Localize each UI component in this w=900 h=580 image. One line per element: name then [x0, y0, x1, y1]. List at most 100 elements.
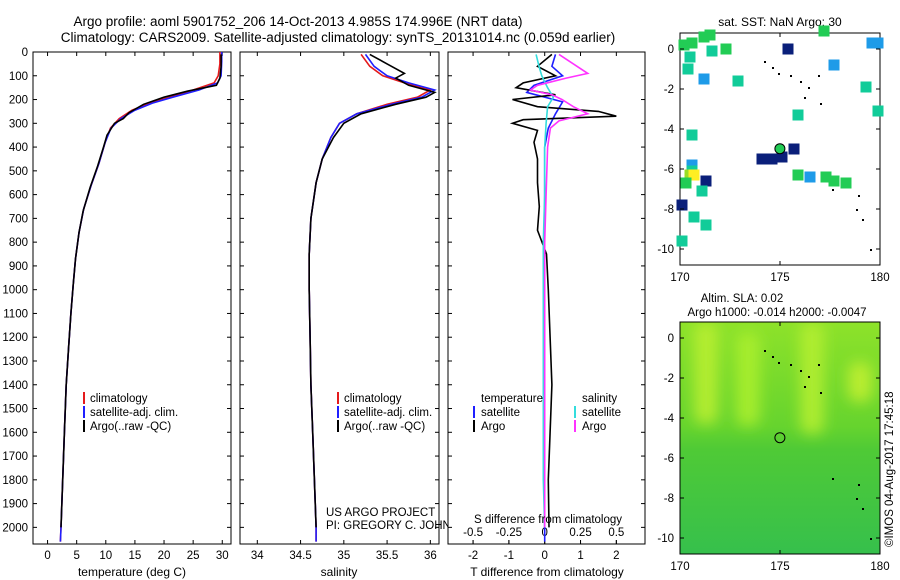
legend-label-argo: Argo(..raw -QC) — [90, 421, 171, 433]
sla-anomaly-band — [800, 322, 824, 434]
lat-tick-label: -2 — [664, 84, 674, 96]
lon-tick-label: 170 — [670, 561, 689, 573]
sst-cell — [698, 73, 710, 85]
sst-cell — [686, 159, 698, 171]
legend-title-temperature: temperature — [481, 393, 543, 405]
lat-tick-label: -8 — [664, 204, 674, 216]
island-dot — [804, 386, 806, 388]
x-tick-label: 0 — [44, 550, 50, 562]
s-difference-x-label: S difference from climatology — [474, 514, 622, 526]
depth-tick-label: 400 — [9, 142, 28, 154]
lon-tick-label: 180 — [870, 561, 889, 573]
legend-label-argo: Argo(..raw -QC) — [344, 421, 425, 433]
depth-tick-label: 0 — [22, 47, 28, 59]
x-tick-label: 1 — [577, 550, 583, 562]
legend-label-t-satellite: satellite — [481, 407, 520, 419]
salinity-legend: climatology satellite-adj. clim. Argo(..… — [337, 392, 432, 433]
island-dot — [832, 189, 834, 191]
depth-tick-label: 1300 — [2, 356, 28, 368]
difference-panel: -2 -1 0 1 2 -0.5 -0.25 0 0.25 0.5 T difference f… — [447, 51, 646, 579]
sst-profile-location-marker — [774, 143, 786, 155]
sst-cell — [678, 39, 690, 51]
x-tick-label: 20 — [158, 550, 171, 562]
island-dot — [772, 67, 774, 69]
lat-tick-label: 0 — [668, 333, 674, 345]
x-tick-label: 5 — [73, 550, 79, 562]
island-dot — [856, 209, 858, 211]
header-line-2: Climatology: CARS2009. Satellite-adjuste… — [61, 30, 616, 45]
sst-cell — [696, 185, 708, 197]
lat-tick-label: -4 — [664, 124, 675, 136]
depth-tick-label: 1900 — [2, 499, 28, 511]
sla-anomaly-band — [736, 332, 760, 426]
island-dot — [790, 364, 792, 366]
island-dot — [778, 362, 780, 364]
sst-cell — [860, 81, 872, 93]
lat-tick-label: -4 — [664, 413, 675, 425]
temperature-series — [59, 52, 223, 542]
island-dot — [818, 364, 820, 366]
sst-map-title: sat. SST: NaN Argo: 30 — [718, 15, 842, 29]
pi-annotation: PI: GREGORY C. JOHNSON — [326, 520, 476, 532]
lon-tick-label: 175 — [770, 561, 789, 573]
sst-cell — [688, 169, 700, 181]
series-line-t-argo — [509, 53, 617, 528]
island-dot — [808, 376, 810, 378]
series-line-argo-raw-qc- — [60, 54, 222, 528]
lat-tick-label: -6 — [664, 164, 674, 176]
project-annotation: US ARGO PROJECT — [326, 507, 435, 519]
sst-cell — [720, 43, 732, 55]
depth-tick-label: 1800 — [2, 475, 28, 487]
depth-tick-label: 2000 — [2, 522, 28, 534]
sst-cell — [686, 37, 698, 49]
difference-legend: temperature salinity satellite Argo sate… — [473, 393, 621, 433]
sst-cell — [872, 37, 884, 49]
x-tick-label: 35.5 — [376, 550, 398, 562]
sst-cell — [684, 51, 696, 63]
difference-y-ticks — [448, 51, 645, 528]
depth-tick-label: 1100 — [3, 308, 28, 320]
x-tick-label: 15 — [129, 550, 142, 562]
x-tick-label: 0.5 — [608, 527, 624, 539]
island-dot — [856, 498, 858, 500]
lat-tick-label: -6 — [664, 453, 674, 465]
lon-tick-label: 170 — [670, 272, 689, 284]
temperature-x-label: temperature (deg C) — [78, 565, 186, 579]
salinity-series — [308, 53, 437, 542]
island-dot — [870, 249, 872, 251]
x-tick-label: -1 — [504, 550, 514, 562]
sst-map-panel: sat. SST: NaN Argo: 30 170 175 180 0 -2 -4 -6 -… — [657, 15, 889, 284]
depth-tick-label: 1200 — [2, 332, 28, 344]
sst-cell — [688, 211, 700, 223]
depth-tick-label: 700 — [9, 213, 28, 225]
sst-cells — [676, 25, 884, 247]
depth-axis: 0 100 200 300 400 500 600 700 800 900 1000 1100 1200… — [2, 47, 231, 534]
depth-tick-label: 1500 — [2, 404, 28, 416]
depth-tick-label: 100 — [9, 71, 28, 83]
depth-tick-label: 300 — [9, 118, 28, 130]
temperature-panel: 0100200300400500600700800900100011001200… — [2, 47, 232, 579]
sst-cell — [732, 75, 744, 87]
sst-cell — [840, 177, 852, 189]
island-dot — [800, 370, 802, 372]
island-dot — [804, 97, 806, 99]
island-dot — [820, 392, 822, 394]
sst-cell — [680, 177, 692, 189]
lat-tick-label: -2 — [664, 373, 674, 385]
lon-tick-label: 175 — [770, 272, 789, 284]
sst-cell — [706, 45, 718, 57]
x-tick-label: 2 — [613, 550, 619, 562]
sla-profile-location-marker — [774, 432, 786, 444]
sla-island-dots — [764, 350, 872, 540]
sst-cell — [704, 29, 716, 41]
island-dot — [820, 103, 822, 105]
x-tick-label: 34 — [251, 550, 264, 562]
legend-label-climatology: climatology — [90, 393, 148, 405]
series-line-s-satellite — [535, 54, 555, 528]
t-difference-x-label: T difference from climatology — [470, 565, 624, 579]
sla-anomaly-band — [848, 362, 872, 402]
depth-tick-label: 900 — [9, 261, 28, 273]
depth-tick-label: 1700 — [2, 451, 28, 463]
legend-label-climatology: climatology — [344, 393, 402, 405]
lat-tick-label: 0 — [668, 44, 674, 56]
